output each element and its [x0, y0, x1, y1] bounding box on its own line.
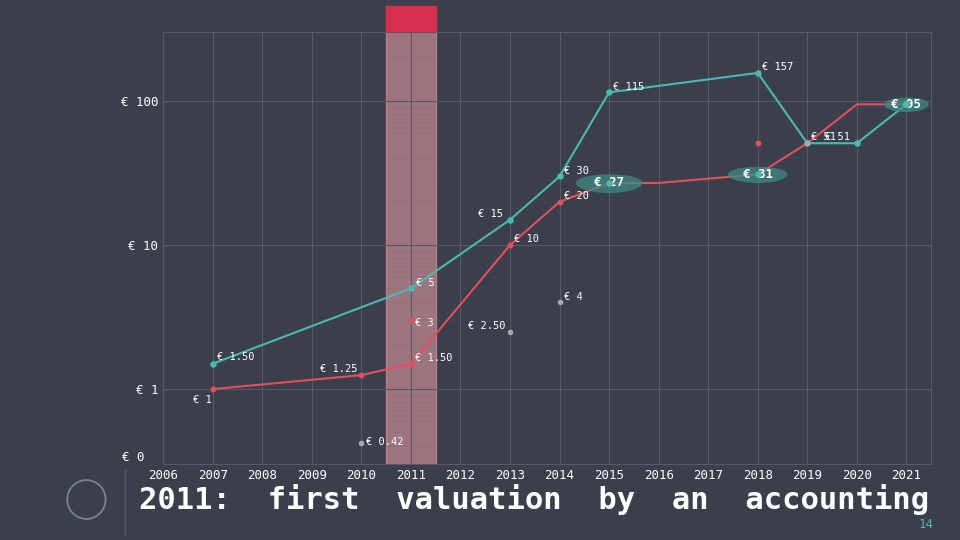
Point [205, 385, 221, 394]
Point [403, 360, 419, 368]
Point [899, 100, 914, 109]
Text: € 95: € 95 [892, 98, 922, 111]
Text: 2011:  first  valuation  by  an  accounting  firm: 2011: first valuation by an accounting f… [139, 484, 960, 515]
Point [403, 284, 419, 293]
Point [552, 298, 567, 307]
Bar [386, 6, 436, 32]
Text: € 1.25: € 1.25 [320, 364, 357, 374]
Text: € 31: € 31 [743, 168, 773, 181]
Text: € 27: € 27 [594, 177, 624, 190]
Text: € 157: € 157 [762, 62, 793, 72]
Point [502, 241, 517, 249]
Point [205, 360, 221, 368]
Point [750, 69, 765, 77]
Point [353, 371, 369, 380]
Text: € 30: € 30 [564, 166, 588, 176]
Text: € 0: € 0 [122, 451, 144, 464]
Text: € 15: € 15 [478, 209, 503, 219]
Point [552, 172, 567, 181]
Text: € 51: € 51 [825, 132, 850, 143]
Point [552, 198, 567, 206]
Point [602, 88, 617, 97]
Ellipse shape [884, 97, 928, 112]
Point [800, 139, 815, 147]
Point [502, 327, 517, 336]
Text: € 4: € 4 [564, 292, 583, 302]
Text: € 0.42: € 0.42 [366, 437, 403, 447]
Text: € 51: € 51 [811, 132, 836, 143]
Point [403, 316, 419, 325]
Text: € 1: € 1 [193, 395, 212, 405]
Text: € 5: € 5 [417, 278, 435, 288]
Point [353, 439, 369, 448]
Text: 14: 14 [918, 518, 933, 531]
Point [750, 170, 765, 179]
Text: € 115: € 115 [613, 82, 644, 92]
Text: € 1.50: € 1.50 [415, 353, 452, 363]
Ellipse shape [576, 174, 642, 193]
Point [502, 215, 517, 224]
Point [850, 139, 865, 147]
Point [602, 179, 617, 187]
Text: € 1.50: € 1.50 [217, 352, 254, 362]
Point [750, 139, 765, 147]
Ellipse shape [728, 167, 787, 183]
Text: € 2.50: € 2.50 [468, 321, 506, 331]
Text: € 20: € 20 [564, 191, 588, 201]
Text: € 3: € 3 [415, 318, 434, 328]
Bar [386, 32, 436, 464]
Point [800, 139, 815, 147]
Text: € 10: € 10 [515, 234, 540, 244]
